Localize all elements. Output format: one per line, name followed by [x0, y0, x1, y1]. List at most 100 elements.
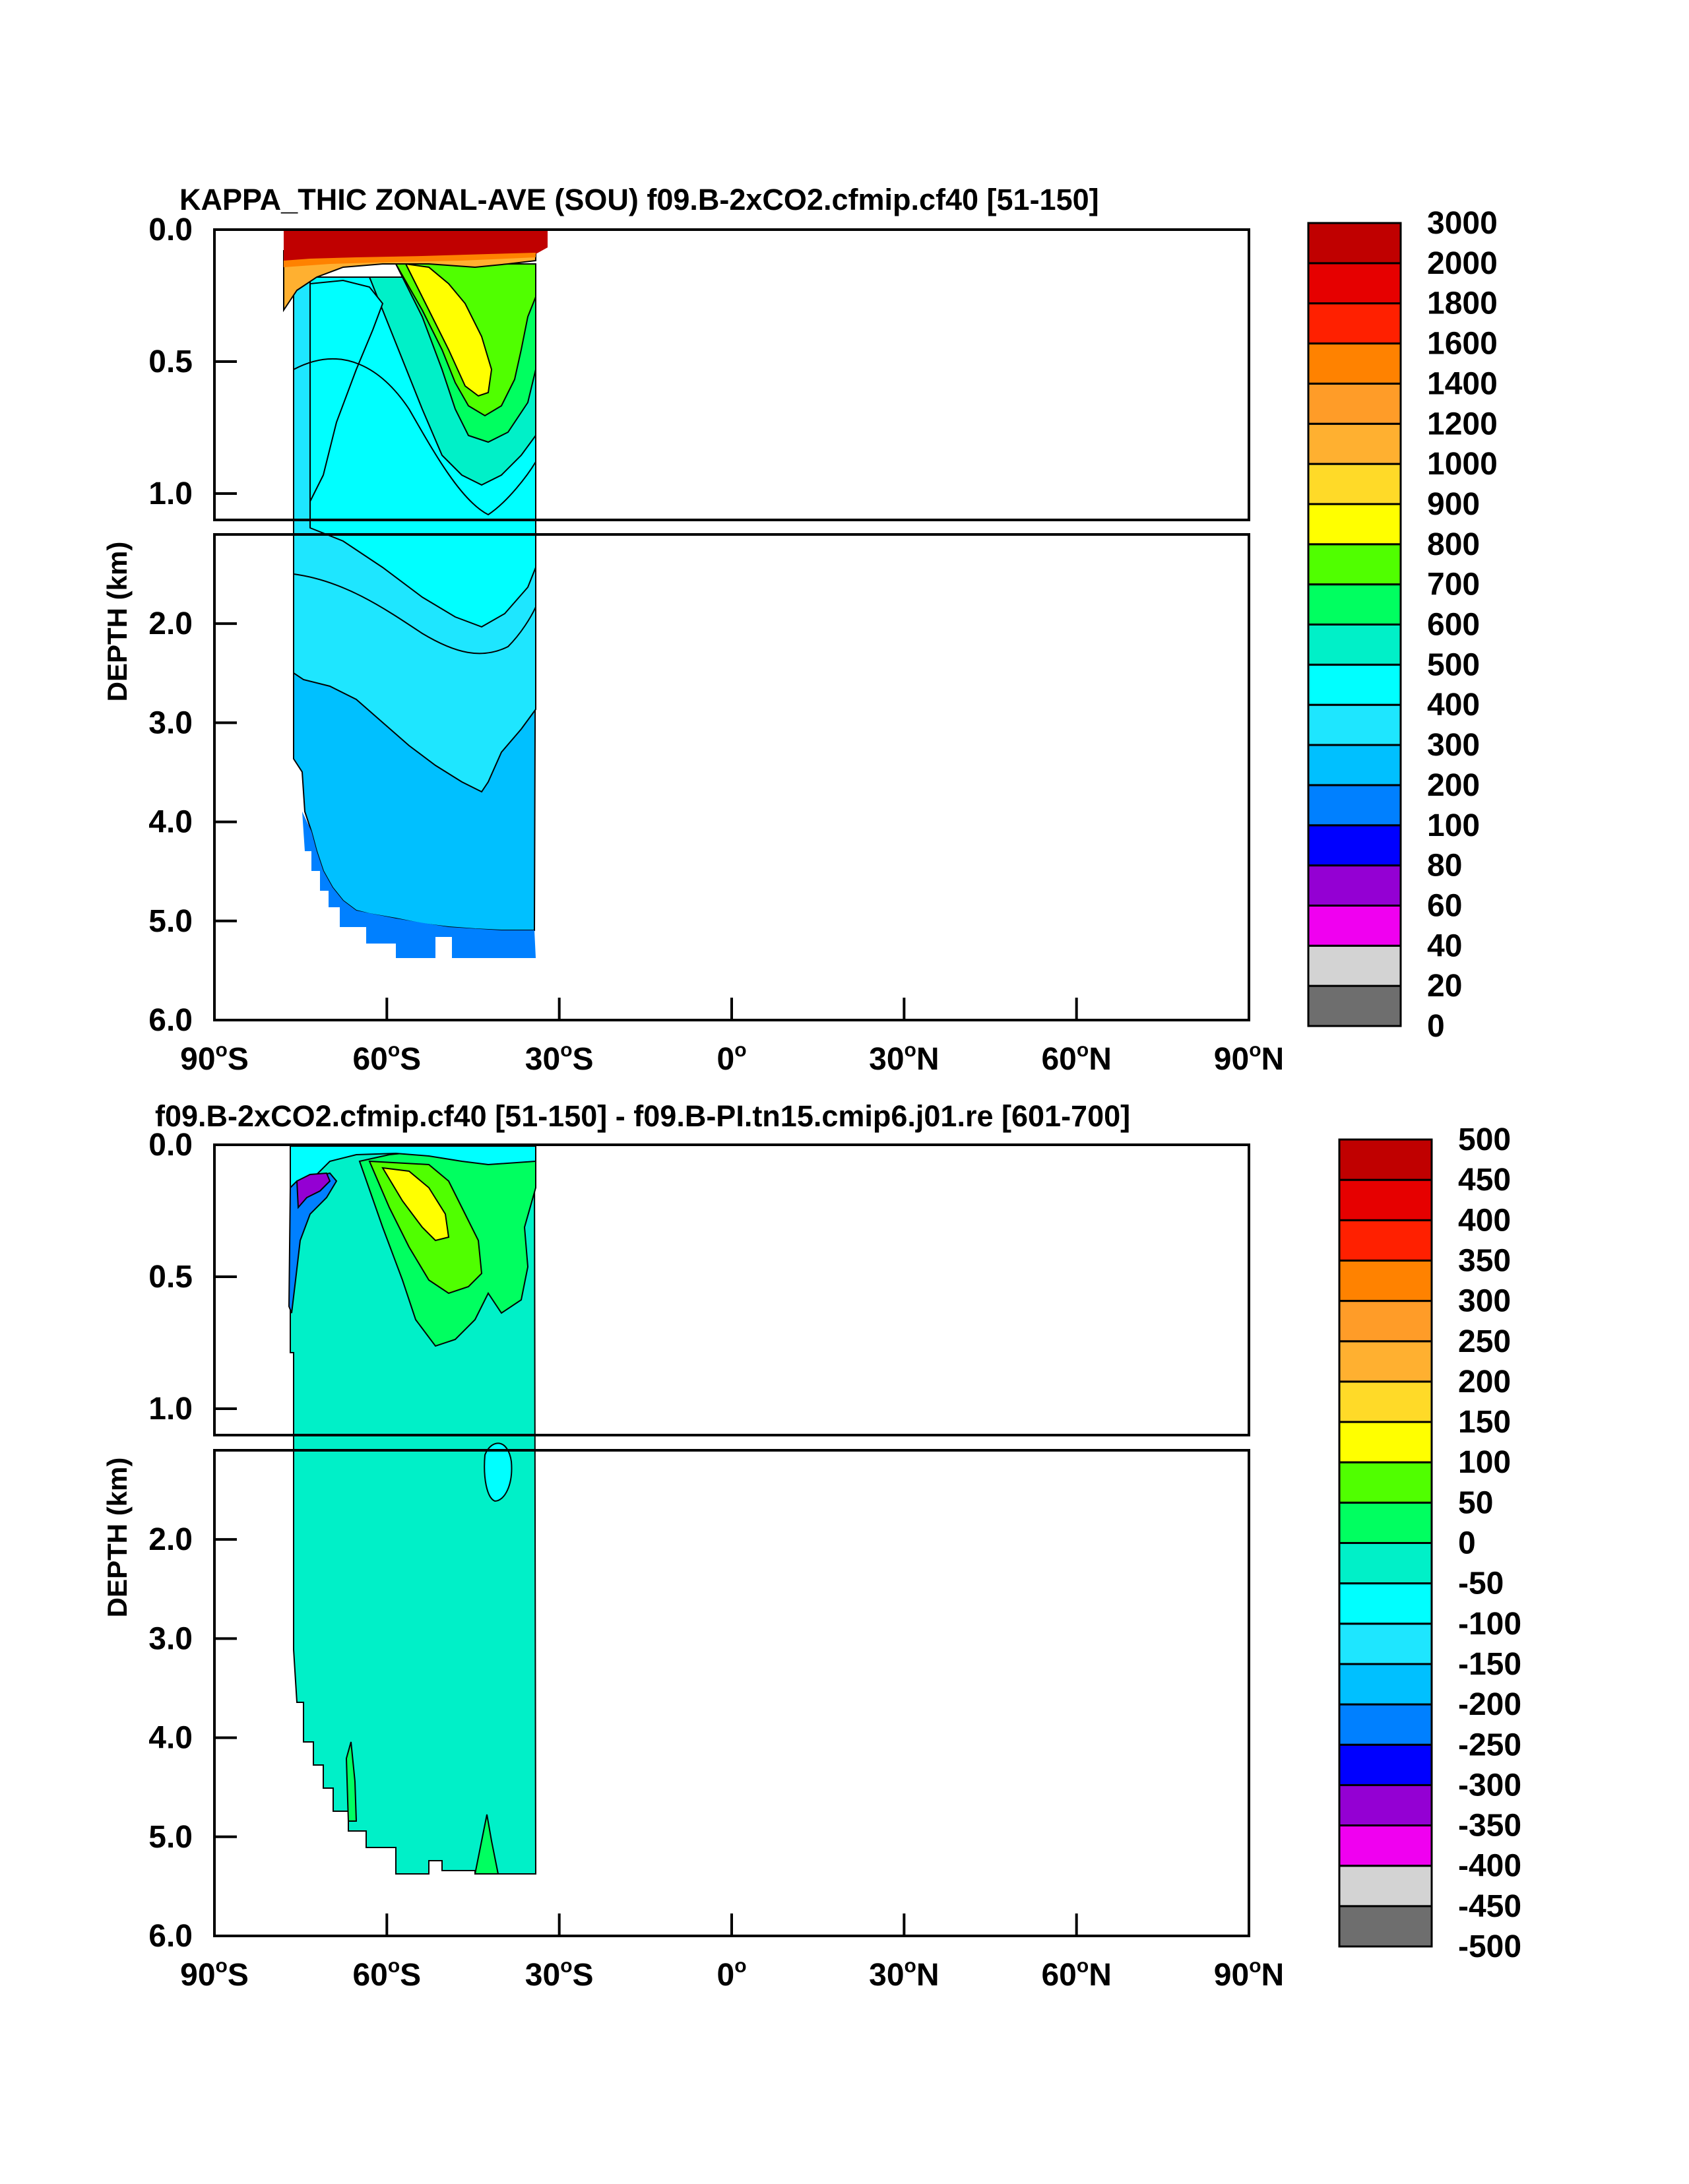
bottom-colorbar-swatch — [1338, 1582, 1433, 1625]
bottom-colorbar-swatch — [1338, 1703, 1433, 1746]
top-panel-title: KAPPA_THIC ZONAL-AVE (SOU) f09.B-2xCO2.c… — [179, 183, 1099, 216]
top-colorbar-swatch — [1307, 262, 1402, 305]
bottom-y-tick-label: 0.0 — [148, 1128, 193, 1163]
kappa-thic-panel: KAPPA_THIC ZONAL-AVE (SOU) f09.B-2xCO2.c… — [102, 183, 1284, 1077]
top-colorbar-swatch — [1307, 543, 1402, 586]
bottom-y-tick-label: 3.0 — [148, 1621, 193, 1656]
bottom-frame-upper — [213, 1143, 1250, 1436]
bottom-field-purple-core — [296, 1172, 331, 1209]
bottom-colorbar-swatch — [1338, 1138, 1433, 1181]
top-colorbar-swatch — [1307, 864, 1402, 907]
bottom-colorbar-swatch — [1338, 1178, 1433, 1221]
bottom-x-tick-label: 90oS — [180, 1955, 249, 1993]
bottom-colorbar-label: 350 — [1458, 1243, 1511, 1278]
top-colorbar-swatch — [1307, 382, 1402, 425]
bottom-colorbar-label: 300 — [1458, 1284, 1511, 1319]
bottom-x-tick-label: 90oN — [1214, 1955, 1284, 1993]
bottom-colorbar-swatch — [1338, 1783, 1433, 1827]
bottom-colorbar-swatch — [1338, 1743, 1433, 1786]
bottom-colorbar-label: -400 — [1458, 1849, 1521, 1884]
top-colorbar-label: 900 — [1427, 487, 1480, 522]
top-colorbar-label: 60 — [1427, 888, 1462, 923]
bottom-colorbar-label: -250 — [1458, 1727, 1521, 1762]
bottom-field-yellow — [381, 1167, 450, 1242]
top-colorbar-swatch — [1307, 784, 1402, 827]
top-colorbar-label: 3000 — [1427, 206, 1498, 241]
top-y-ticks: 0.0 0.5 1.0 2.0 3.0 4.0 5.0 6.0 — [148, 212, 237, 1038]
top-y-axis-label: DEPTH (km) — [102, 542, 133, 702]
bottom-colorbar-swatch — [1338, 1259, 1433, 1302]
bottom-colorbar-swatch — [1338, 1824, 1433, 1867]
bottom-y-ticks: 0.0 0.5 1.0 2.0 3.0 4.0 5.0 6.0 — [148, 1128, 237, 1954]
top-colorbar-label: 1200 — [1427, 406, 1498, 441]
bottom-contour-fields — [288, 1145, 537, 1875]
top-field-yellow — [404, 263, 493, 397]
bottom-colorbar-swatch — [1338, 1622, 1433, 1665]
bottom-colorbar-label: 50 — [1458, 1485, 1493, 1520]
top-colorbar-label: 40 — [1427, 928, 1462, 963]
bottom-field-green-spike — [474, 1814, 499, 1875]
bottom-colorbar-swatch — [1338, 1300, 1433, 1343]
difference-panel: f09.B-2xCO2.cfmip.cf40 [51-150] - f09.B-… — [102, 1099, 1284, 1993]
top-x-tick-label: 90oS — [180, 1039, 249, 1077]
top-colorbar-label: 0 — [1427, 1009, 1445, 1044]
top-x-tick-label: 90oN — [1214, 1039, 1284, 1077]
top-y-tick-label: 3.0 — [148, 705, 193, 740]
top-colorbar-label: 80 — [1427, 849, 1462, 883]
top-colorbar-label: 200 — [1427, 768, 1480, 803]
top-colorbar-label: 1400 — [1427, 366, 1498, 401]
top-field-core-cyan — [309, 279, 384, 502]
top-colorbar-label: 1000 — [1427, 447, 1498, 482]
top-colorbar-label: 800 — [1427, 527, 1480, 562]
top-colorbar-label: 2000 — [1427, 246, 1498, 281]
top-colorbar-label: 20 — [1427, 969, 1462, 1004]
top-colorbar-swatch — [1307, 744, 1402, 787]
top-x-tick-label: 30oS — [525, 1039, 594, 1077]
top-field-contour-2 — [293, 573, 536, 655]
top-colorbar-label: 400 — [1427, 688, 1480, 723]
top-contour-fields — [283, 230, 548, 958]
top-colorbar-swatch — [1307, 663, 1402, 706]
bottom-colorbar: -500-450-400-350-300-250-200-150-100-500… — [1338, 1122, 1521, 1964]
top-colorbar-label: 500 — [1427, 647, 1480, 682]
bottom-colorbar-label: -50 — [1458, 1566, 1504, 1601]
bottom-colorbar-label: 150 — [1458, 1405, 1511, 1440]
bottom-x-tick-label: 60oS — [352, 1955, 421, 1993]
bottom-colorbar-swatch — [1338, 1219, 1433, 1262]
bottom-colorbar-swatch — [1338, 1340, 1433, 1383]
top-colorbar-label: 300 — [1427, 728, 1480, 763]
bottom-y-axis-label: DEPTH (km) — [102, 1458, 133, 1618]
top-x-tick-label: 60oN — [1041, 1039, 1111, 1077]
top-colorbar-label: 600 — [1427, 608, 1480, 643]
top-field-orange — [283, 250, 536, 313]
bottom-colorbar-swatch — [1338, 1663, 1433, 1706]
top-colorbar-swatch — [1307, 984, 1402, 1027]
top-colorbar-swatch — [1307, 944, 1402, 987]
top-y-tick-label: 6.0 — [148, 1003, 193, 1038]
bottom-y-tick-label: 6.0 — [148, 1919, 193, 1954]
top-y-tick-label: 0.0 — [148, 212, 193, 247]
bottom-colorbar-label: 500 — [1458, 1122, 1511, 1157]
bottom-colorbar-label: -500 — [1458, 1929, 1521, 1964]
bottom-colorbar-label: -450 — [1458, 1889, 1521, 1924]
bottom-colorbar-swatch — [1338, 1905, 1433, 1948]
top-colorbar-swatch — [1307, 222, 1402, 265]
bottom-colorbar-label: 200 — [1458, 1365, 1511, 1399]
bottom-field-small-cyan — [484, 1442, 513, 1502]
bottom-colorbar-swatch — [1338, 1865, 1433, 1908]
bottom-colorbar-label: -300 — [1458, 1768, 1521, 1803]
bottom-colorbar-label: -200 — [1458, 1687, 1521, 1722]
top-x-tick-label: 30oN — [869, 1039, 939, 1077]
top-colorbar-swatch — [1307, 342, 1402, 385]
bottom-y-tick-label: 0.5 — [148, 1260, 193, 1295]
top-field-orange-band — [284, 253, 536, 267]
bottom-colorbar-label: 450 — [1458, 1163, 1511, 1198]
bottom-field-green-strip — [345, 1741, 358, 1822]
top-x-ticks: 90oS 60oS 30oS 0o 30oN 60oN 90oN — [180, 998, 1284, 1077]
bottom-x-tick-label: 0o — [717, 1955, 746, 1993]
top-x-tick-label: 60oS — [352, 1039, 421, 1077]
bottom-colorbar-label: 250 — [1458, 1324, 1511, 1359]
bottom-colorbar-swatch — [1338, 1380, 1433, 1423]
bottom-colorbar-label: -150 — [1458, 1647, 1521, 1682]
